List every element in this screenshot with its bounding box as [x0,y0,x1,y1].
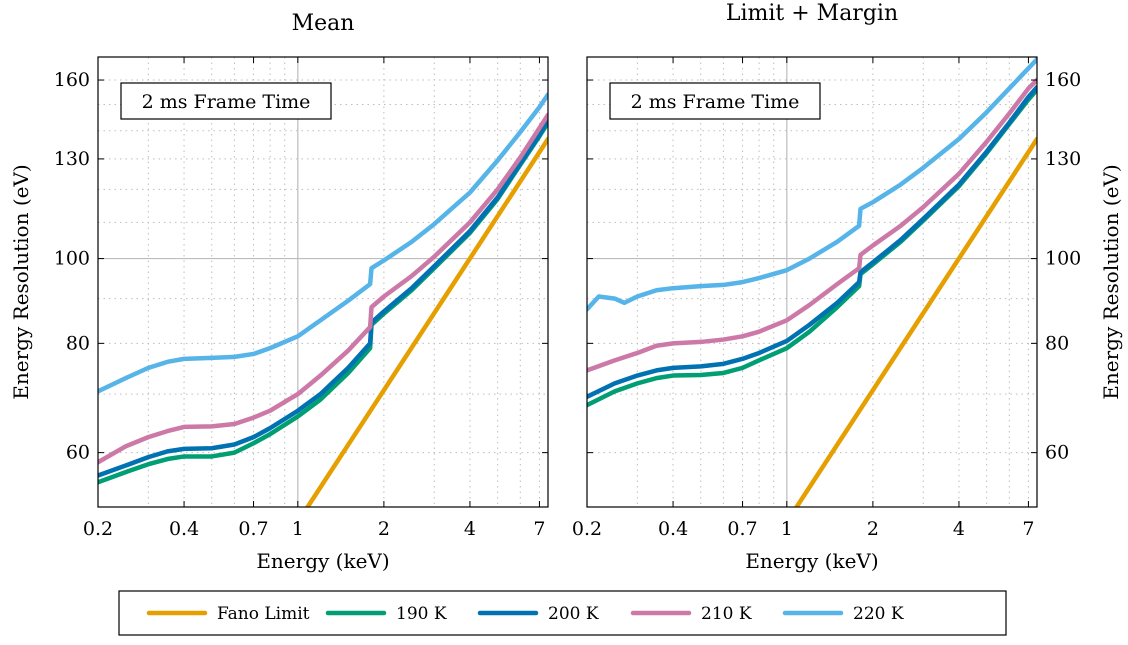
series-group [587,57,1037,507]
series-line-200-k [587,84,1037,400]
x-tick-label: 0.4 [658,518,688,540]
x-tick-label: 0.7 [238,518,268,540]
series-line-210-k [98,112,548,465]
series-line-210-k [587,77,1037,373]
plot-frame [586,56,1038,508]
series-line-190-k [98,120,548,485]
annotation-frame [609,82,821,120]
legend-label: 220 K [853,604,904,624]
panel-title: Limit + Margin [726,1,898,26]
series-line-fano-limit [793,136,1037,507]
x-tick-label: 1 [781,518,793,540]
legend-label: Fano Limit [217,604,310,624]
series-line-190-k [587,87,1037,408]
x-tick-label: 0.2 [83,518,113,540]
x-axis-title: Energy (keV) [745,549,878,573]
legend-frame [118,590,1007,636]
y-tick-label: 80 [66,332,90,354]
series-line-fano-limit [304,136,548,507]
x-tick-label: 1 [292,518,304,540]
y-tick-label: 60 [1045,442,1069,464]
annotation-box: 2 ms Frame Time [609,82,821,120]
y-tick-label: 160 [1045,69,1081,91]
y-tick-label: 130 [54,148,90,170]
annotation-text: 2 ms Frame Time [142,91,311,113]
series-line-200-k [98,117,548,478]
annotation-text: 2 ms Frame Time [631,91,800,113]
y-axis-title: Energy Resolution (eV) [9,164,33,399]
x-tick-label: 4 [464,518,476,540]
x-tick-label: 2 [378,518,390,540]
legend-entry-190-k: 190 K [325,604,447,624]
panel-title: Mean [292,11,355,36]
x-tick-label: 4 [953,518,965,540]
x-axis-title: Energy (keV) [256,549,389,573]
y-tick-label: 160 [54,69,90,91]
series-group [98,92,548,507]
annotation-frame [120,82,332,120]
legend-label: 190 K [396,604,447,624]
x-tick-label: 0.4 [169,518,199,540]
x-tick-label: 0.7 [727,518,757,540]
legend-entry-220-k: 220 K [782,604,904,624]
legend-entry-fano-limit: Fano Limit [146,604,310,624]
x-tick-label: 7 [1022,518,1034,540]
plot-frame [97,56,549,508]
x-tick-label: 2 [867,518,879,540]
panel-mean: 0.2 0.4 0.7 1 2 4 7 60 80 100 130 160 Energy (keV) En… [9,11,549,573]
y-tick-label: 100 [1045,248,1081,270]
y-tick-label: 80 [1045,332,1069,354]
series-line-220-k [98,92,548,394]
y-tick-label: 130 [1045,148,1081,170]
legend-entry-210-k: 210 K [630,604,752,624]
annotation-box: 2 ms Frame Time [120,82,332,120]
x-tick-label: 0.2 [572,518,602,540]
y-axis-title: Energy Resolution (eV) [1099,164,1123,399]
legend-entry-200-k: 200 K [477,604,599,624]
legend-label: 210 K [701,604,752,624]
y-tick-label: 60 [66,442,90,464]
panel-limit-margin: 0.2 0.4 0.7 1 2 4 7 60 80 100 130 160 Energy (keV) En… [572,1,1123,573]
legend: Fano Limit 190 K 200 K 210 K 220 K [118,590,1007,636]
x-tick-label: 7 [533,518,545,540]
series-line-220-k [587,57,1037,312]
legend-label: 200 K [548,604,599,624]
y-tick-label: 100 [54,248,90,270]
